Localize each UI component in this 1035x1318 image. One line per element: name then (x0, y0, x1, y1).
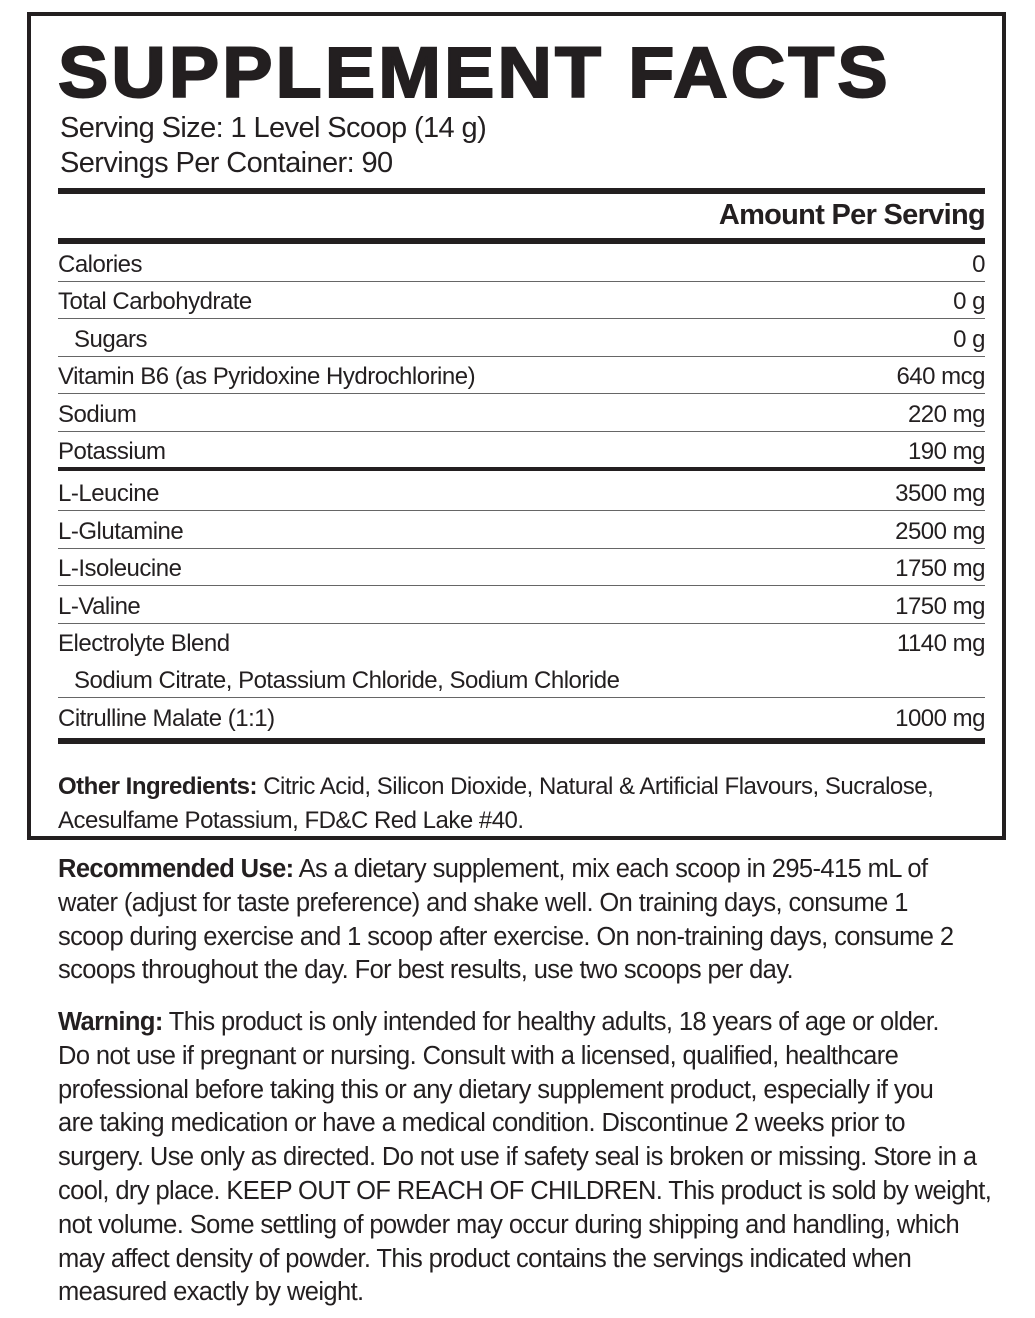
other-ingredients: Other Ingredients: Citric Acid, Silicon … (58, 770, 934, 838)
warning-label: Warning: (58, 1008, 163, 1036)
text: This product is only intended for health… (162, 1008, 940, 1036)
text-line: cool, dry place. KEEP OUT OF REACH OF CH… (58, 1176, 992, 1205)
divider (58, 467, 985, 471)
nutrient-name: Sugars (74, 326, 148, 353)
text-line: Citric Acid, Silicon Dioxide, Natural & … (257, 773, 934, 800)
table-row: L-Valine 1750 mg (58, 586, 985, 624)
text-line: Acesulfame Potassium, FD&C Red Lake #40. (58, 807, 524, 834)
nutrient-amount: 3500 mg (895, 480, 985, 507)
nutrient-name: L-Isoleucine (58, 555, 182, 582)
table-row: Calories 0 (58, 244, 985, 282)
table-row: Sodium 220 mg (58, 394, 986, 432)
nutrient-amount: 1000 mg (895, 705, 985, 732)
nutrient-amount: 640 mcg (896, 363, 985, 390)
nutrient-name: Sodium (58, 401, 137, 428)
text-line: Do not use if pregnant or nursing. Consu… (58, 1041, 899, 1070)
divider (58, 188, 985, 194)
table-row: Total Carbohydrate 0 g (58, 281, 985, 319)
text-line: scoop during exercise and 1 scoop after … (58, 922, 954, 951)
table-row: Sugars 0 g (58, 319, 985, 357)
warning: Warning: This product is only intended f… (58, 1006, 992, 1310)
other-ingredients-label: Other Ingredients: (58, 773, 258, 800)
text: As a dietary supplement, mix each scoop … (293, 855, 928, 883)
nutrient-name: L-Valine (58, 593, 141, 620)
recommended-use: Recommended Use: As a dietary supplement… (58, 853, 954, 988)
nutrient-amount: 1750 mg (895, 555, 985, 582)
table-row: Potassium 190 mg (58, 431, 986, 468)
table-row: Electrolyte Blend 1140 mg (58, 623, 986, 660)
text-line: Recommended Use: As a dietary supplement… (58, 853, 953, 887)
nutrient-amount: 220 mg (907, 401, 986, 428)
text-line: are taking medication or have a medical … (58, 1109, 906, 1138)
table-row: Sodium Citrate, Potassium Chloride, Sodi… (58, 660, 985, 698)
nutrient-amount: 190 mg (907, 438, 986, 465)
nutrient-name: Total Carbohydrate (58, 288, 252, 315)
text-line: measured exactly by weight. (58, 1278, 364, 1307)
nutrient-name: Vitamin B6 (as Pyridoxine Hydrochlorine) (58, 363, 476, 390)
table-row: Vitamin B6 (as Pyridoxine Hydrochlorine)… (58, 356, 985, 394)
panel-title: SUPPLEMENT FACTS (57, 33, 891, 114)
text-line: surgery. Use only as directed. Do not us… (58, 1143, 977, 1172)
nutrient-name: Calories (58, 251, 143, 278)
nutrient-name: L-Glutamine (58, 518, 184, 545)
nutrient-name: Citrulline Malate (1:1) (58, 705, 275, 732)
table-row: L-Glutamine 2500 mg (58, 511, 985, 549)
nutrient-amount: 0 (972, 251, 985, 278)
nutrient-amount: 1750 mg (895, 593, 985, 620)
supplement-facts-panel: SUPPLEMENT FACTS Serving Size: 1 Level S… (27, 12, 1006, 840)
amount-per-serving-header: Amount Per Serving (718, 199, 986, 231)
nutrient-name: Potassium (58, 438, 166, 465)
divider (58, 238, 985, 244)
table-row: Citrulline Malate (1:1) 1000 mg (58, 698, 985, 735)
text-line: Warning: This product is only intended f… (58, 1006, 991, 1040)
servings-per-container: Servings Per Container: 90 (60, 147, 393, 179)
text-line: scoops throughout the day. For best resu… (58, 956, 794, 985)
nutrient-amount: 0 g (953, 288, 985, 315)
nutrient-amount: 1140 mg (896, 630, 986, 657)
serving-size: Serving Size: 1 Level Scoop (14 g) (60, 112, 487, 144)
text-line: may affect density of powder. This produ… (58, 1244, 912, 1273)
nutrient-name: Sodium Citrate, Potassium Chloride, Sodi… (74, 667, 620, 694)
text-line: professional before taking this or any d… (58, 1075, 934, 1104)
text-line: water (adjust for taste preference) and … (58, 888, 908, 917)
nutrient-amount: 2500 mg (895, 518, 985, 545)
table-row: L-Isoleucine 1750 mg (58, 548, 985, 586)
nutrient-name: L-Leucine (58, 480, 159, 507)
divider (58, 738, 985, 744)
nutrient-amount: 0 g (953, 326, 985, 353)
recommended_use-label: Recommended Use: (58, 855, 294, 883)
table-row: L-Leucine 3500 mg (58, 473, 985, 511)
nutrient-name: Electrolyte Blend (58, 630, 230, 657)
text-line: not volume. Some settling of powder may … (58, 1210, 960, 1239)
